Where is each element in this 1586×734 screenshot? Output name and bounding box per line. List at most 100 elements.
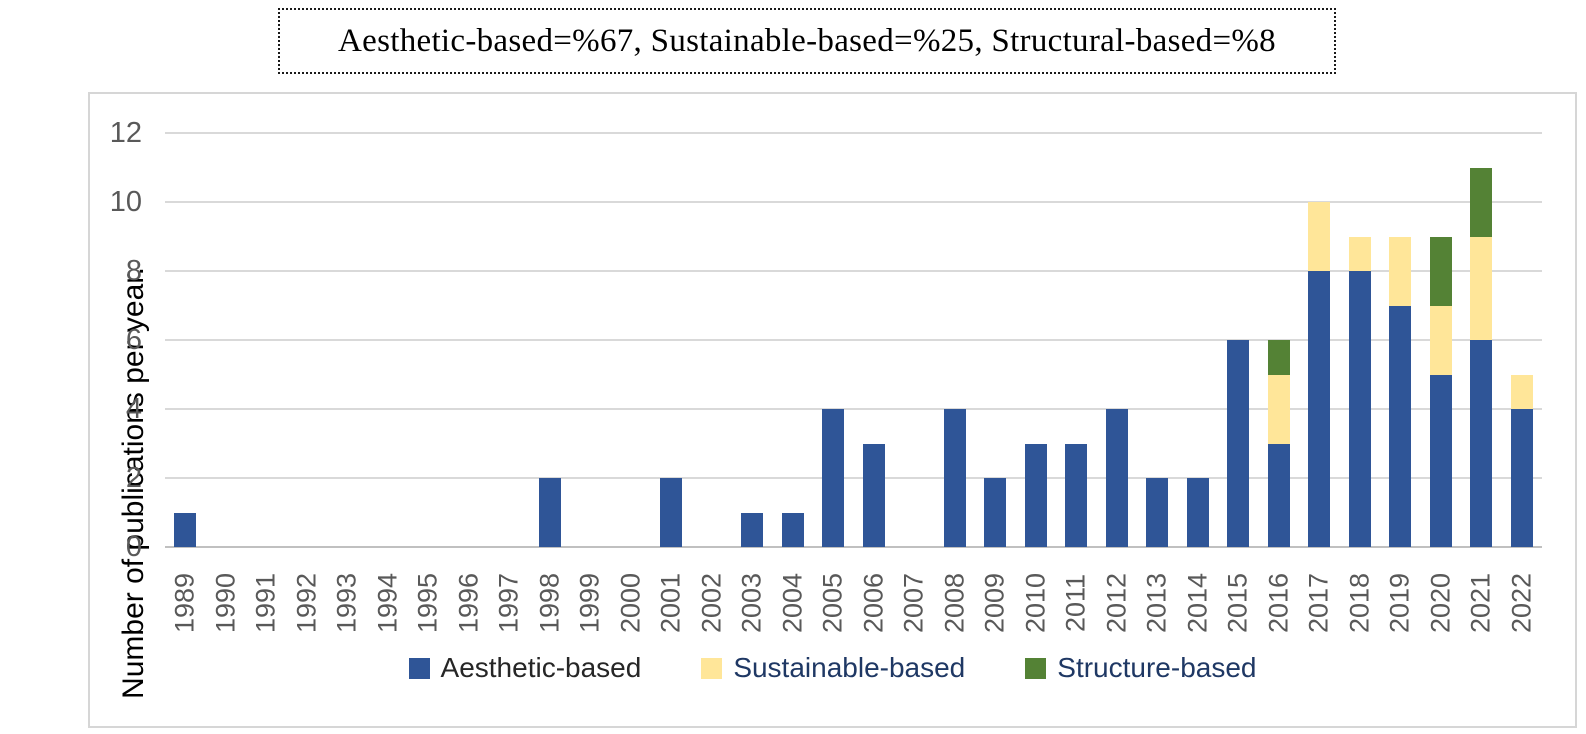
x-tick-cell-2006: 2006 — [854, 559, 895, 647]
bar-segment-structure-based-2020 — [1429, 236, 1452, 306]
chart-panel: Number of publications per year. 0 2 4 6 8 10… — [88, 92, 1577, 728]
bar-column-2015 — [1218, 133, 1259, 547]
x-tick-label-1992: 1992 — [291, 572, 322, 634]
x-tick-label-2016: 2016 — [1263, 572, 1294, 634]
bar-column-2018 — [1340, 133, 1381, 547]
x-tick-label-2019: 2019 — [1384, 572, 1415, 634]
bar-segment-aesthetic-based-2005 — [822, 409, 845, 547]
bar-column-2006 — [854, 133, 895, 547]
x-tick-cell-2012: 2012 — [1097, 559, 1138, 647]
x-tick-cell-1996: 1996 — [449, 559, 490, 647]
x-tick-label-1998: 1998 — [534, 572, 565, 634]
bar-segment-aesthetic-based-2018 — [1348, 271, 1371, 547]
legend-item-aesthetic-based: Aesthetic-based — [408, 652, 642, 684]
x-tick-cell-2003: 2003 — [732, 559, 773, 647]
x-tick-cell-1992: 1992 — [287, 559, 328, 647]
legend: Aesthetic-based Sustainable-based Structur… — [90, 652, 1575, 684]
x-tick-cell-2001: 2001 — [651, 559, 692, 647]
x-tick-label-2001: 2001 — [655, 572, 686, 634]
bar-column-1998 — [530, 133, 571, 547]
x-tick-cell-1998: 1998 — [530, 559, 571, 647]
y-tick-label-0: 0 — [125, 531, 142, 563]
bar-segment-aesthetic-based-2003 — [741, 512, 764, 547]
bar-column-1999 — [570, 133, 611, 547]
bar-column-2022 — [1502, 133, 1543, 547]
bar-column-1994 — [368, 133, 409, 547]
bar-segment-aesthetic-based-2009 — [984, 478, 1007, 547]
x-tick-label-1997: 1997 — [493, 572, 524, 634]
bar-column-2014 — [1178, 133, 1219, 547]
bar-segment-aesthetic-based-2019 — [1389, 305, 1412, 547]
x-tick-label-1990: 1990 — [210, 572, 241, 634]
bar-segment-aesthetic-based-2022 — [1510, 409, 1533, 547]
x-tick-cell-2020: 2020 — [1421, 559, 1462, 647]
bar-column-1997 — [489, 133, 530, 547]
bar-segment-aesthetic-based-2006 — [862, 443, 885, 547]
x-tick-label-2018: 2018 — [1344, 572, 1375, 634]
bar-column-2017 — [1299, 133, 1340, 547]
bar-segment-aesthetic-based-2012 — [1105, 409, 1128, 547]
y-tick-label-12: 12 — [109, 117, 142, 149]
x-tick-cell-2005: 2005 — [813, 559, 854, 647]
legend-item-structure-based: Structure-based — [1025, 652, 1256, 684]
x-tick-cell-2022: 2022 — [1502, 559, 1543, 647]
bar-segment-aesthetic-based-2016 — [1267, 443, 1290, 547]
bar-segment-aesthetic-based-1989 — [174, 512, 197, 547]
x-tick-label-2008: 2008 — [939, 572, 970, 634]
x-tick-cell-1999: 1999 — [570, 559, 611, 647]
x-tick-cell-2014: 2014 — [1178, 559, 1219, 647]
gridline-4 — [165, 408, 1542, 410]
x-tick-cell-2015: 2015 — [1218, 559, 1259, 647]
x-tick-cell-1995: 1995 — [408, 559, 449, 647]
bar-segment-sustainable-based-2020 — [1429, 305, 1452, 375]
bar-column-2005 — [813, 133, 854, 547]
x-tick-label-2014: 2014 — [1182, 572, 1213, 634]
x-tick-label-2007: 2007 — [898, 572, 929, 634]
x-tick-cell-2019: 2019 — [1380, 559, 1421, 647]
bar-column-2020 — [1421, 133, 1462, 547]
x-tick-cell-2017: 2017 — [1299, 559, 1340, 647]
x-tick-label-2015: 2015 — [1222, 572, 1253, 634]
bar-column-2013 — [1137, 133, 1178, 547]
bar-column-2007 — [894, 133, 935, 547]
gridline-12 — [165, 132, 1542, 134]
x-tick-label-2011: 2011 — [1060, 573, 1091, 633]
y-tick-label-4: 4 — [125, 393, 142, 425]
x-tick-cell-2000: 2000 — [611, 559, 652, 647]
bar-segment-sustainable-based-2017 — [1308, 202, 1331, 271]
x-tick-label-1994: 1994 — [372, 572, 403, 634]
legend-swatch-sustainable-based — [701, 657, 723, 679]
x-tick-label-2017: 2017 — [1303, 572, 1334, 634]
bar-column-2002 — [692, 133, 733, 547]
bar-column-1996 — [449, 133, 490, 547]
x-tick-label-2003: 2003 — [736, 572, 767, 634]
x-tick-label-2006: 2006 — [858, 572, 889, 634]
bar-segment-aesthetic-based-1998 — [538, 478, 561, 547]
bar-segment-aesthetic-based-2008 — [943, 409, 966, 547]
bar-column-1989 — [165, 133, 206, 547]
x-tick-label-2009: 2009 — [979, 572, 1010, 634]
x-tick-cell-1989: 1989 — [165, 559, 206, 647]
x-tick-label-2012: 2012 — [1101, 572, 1132, 634]
x-tick-label-2020: 2020 — [1425, 572, 1456, 634]
bar-segment-sustainable-based-2018 — [1348, 236, 1371, 271]
bar-segment-structure-based-2021 — [1470, 167, 1493, 237]
x-tick-label-2005: 2005 — [817, 572, 848, 634]
bar-column-2021 — [1461, 133, 1502, 547]
x-tick-cell-1997: 1997 — [489, 559, 530, 647]
bar-column-1990 — [206, 133, 247, 547]
bar-segment-aesthetic-based-2020 — [1429, 374, 1452, 547]
x-tick-cell-2010: 2010 — [1016, 559, 1057, 647]
bar-segment-aesthetic-based-2001 — [660, 478, 683, 547]
x-tick-cell-1991: 1991 — [246, 559, 287, 647]
x-tick-label-2004: 2004 — [777, 572, 808, 634]
bar-segment-aesthetic-based-2014 — [1186, 478, 1209, 547]
bar-segment-aesthetic-based-2010 — [1024, 443, 1047, 547]
x-tick-label-1991: 1991 — [250, 572, 281, 634]
x-tick-cell-2004: 2004 — [773, 559, 814, 647]
legend-item-sustainable-based: Sustainable-based — [701, 652, 965, 684]
bar-column-2001 — [651, 133, 692, 547]
bar-segment-aesthetic-based-2011 — [1065, 443, 1088, 547]
x-axis-labels: 1989 1990 1991 1992 1993 1994 1995 1996 1997 1998… — [165, 559, 1542, 647]
legend-label-aesthetic-based: Aesthetic-based — [440, 652, 642, 683]
